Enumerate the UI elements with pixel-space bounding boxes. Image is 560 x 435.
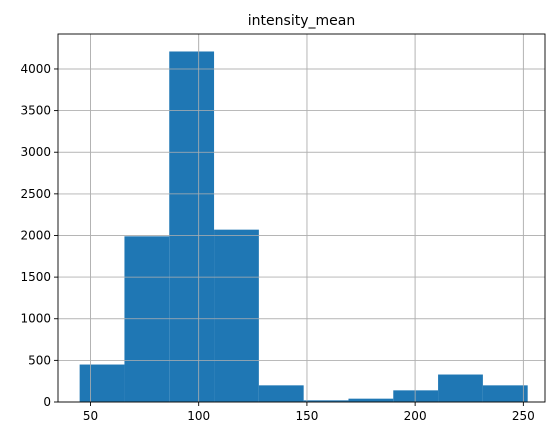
y-tick-label: 3000	[20, 145, 51, 159]
histogram-bar	[169, 51, 215, 402]
y-tick-label: 1500	[20, 270, 51, 284]
x-tick-label: 100	[187, 409, 210, 423]
histogram-bar	[393, 390, 439, 402]
histogram-bar	[124, 236, 170, 402]
x-tick-label: 150	[295, 409, 318, 423]
y-tick-label: 0	[43, 395, 51, 409]
y-tick-label: 500	[28, 353, 51, 367]
histogram-bar	[258, 385, 304, 402]
plot-frame	[57, 33, 546, 403]
y-tick-label: 2000	[20, 228, 51, 242]
histogram-bars	[79, 51, 528, 402]
histogram-bar	[79, 364, 125, 402]
histogram-bar	[214, 229, 259, 402]
x-tick-label: 200	[404, 409, 427, 423]
x-axis-ticks: 50 100 150 200 250	[83, 402, 535, 423]
y-tick-label: 2500	[20, 187, 51, 201]
histogram-bar	[438, 374, 483, 402]
y-tick-label: 1000	[20, 312, 51, 326]
histogram-bar	[482, 385, 528, 402]
histogram-bar	[303, 400, 349, 402]
histogram-bar	[348, 398, 394, 402]
x-tick-label: 50	[83, 409, 98, 423]
chart-title: intensity_mean	[248, 13, 355, 29]
y-tick-label: 4000	[20, 62, 51, 76]
axes-frame	[57, 33, 546, 403]
y-tick-label: 3500	[20, 104, 51, 118]
y-axis-ticks: 0 500 1000 1500 2000 2500 3000 3500 4000	[20, 62, 58, 409]
x-tick-label: 250	[512, 409, 535, 423]
